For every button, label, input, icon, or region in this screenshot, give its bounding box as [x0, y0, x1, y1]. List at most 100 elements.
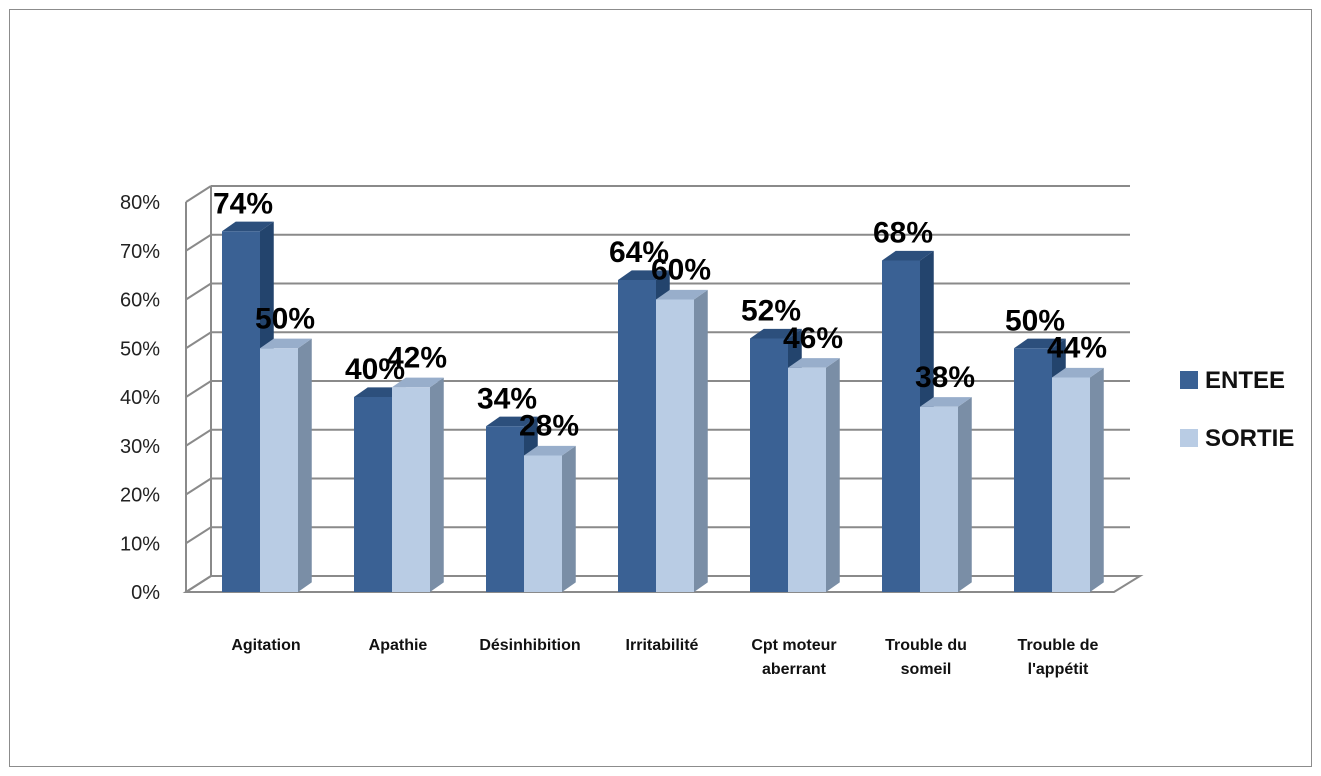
y-tick-label: 60%	[120, 290, 160, 312]
y-tick-label: 70%	[120, 241, 160, 263]
bar-front	[788, 367, 826, 592]
bar-front	[222, 231, 260, 592]
y-tick-label: 0%	[131, 582, 160, 604]
bar-side	[430, 377, 444, 592]
data-label: 44%	[1047, 332, 1107, 365]
data-label: 34%	[477, 382, 537, 415]
bar-side	[298, 338, 312, 592]
y-tick-label: 40%	[120, 387, 160, 409]
bar-front	[618, 280, 656, 592]
category-label: Désinhibition	[479, 637, 580, 654]
gridline-depth	[185, 233, 212, 252]
y-tick-label: 50%	[120, 338, 160, 360]
data-label: 60%	[651, 254, 711, 287]
data-label: 28%	[519, 410, 579, 443]
bar-top	[392, 377, 444, 388]
data-label: 46%	[783, 322, 843, 355]
category-label: Irritabilité	[626, 637, 699, 654]
category-label: Apathie	[369, 637, 428, 654]
gridline-depth	[185, 428, 212, 447]
gridline-depth	[185, 185, 212, 203]
legend-item-sortie: SORTIE	[1180, 425, 1294, 452]
bar-top	[1052, 367, 1104, 378]
bar-front	[1052, 377, 1090, 592]
data-label: 50%	[255, 302, 315, 335]
data-label: 52%	[741, 295, 801, 328]
bar-sortie	[524, 445, 576, 592]
bar-sortie	[788, 358, 840, 592]
category-label-line: Apathie	[369, 637, 428, 654]
bar-side	[826, 358, 840, 592]
bar-front	[392, 387, 430, 592]
data-label: 50%	[1005, 304, 1065, 337]
data-label: 42%	[387, 341, 447, 374]
bar-top	[788, 358, 840, 368]
gridline-depth	[185, 380, 212, 398]
bar-side	[694, 289, 708, 592]
legend: ENTEE SORTIE	[1180, 367, 1294, 452]
bar-top	[618, 270, 670, 280]
legend-item-entee: ENTEE	[1180, 367, 1285, 394]
data-label: 74%	[213, 187, 273, 220]
gridline-depth	[185, 331, 212, 350]
legend-label: SORTIE	[1205, 425, 1294, 452]
category-label-line: aberrant	[762, 661, 827, 678]
y-tick-label: 30%	[120, 436, 160, 458]
legend-label: ENTEE	[1205, 367, 1285, 394]
category-label-line: Trouble de	[1018, 637, 1099, 654]
gridline-depth	[185, 477, 212, 496]
category-label-line: Cpt moteur	[751, 637, 836, 654]
legend-swatch	[1180, 371, 1198, 389]
bar-front	[486, 426, 524, 592]
category-label: Trouble de l'appétit	[1018, 637, 1099, 678]
bar-entee	[222, 221, 274, 592]
bar-sortie	[1052, 367, 1104, 592]
gridline-depth	[185, 526, 212, 545]
y-tick-label: 20%	[120, 485, 160, 507]
bar-front	[920, 406, 958, 592]
category-label-line: l'appétit	[1028, 661, 1089, 678]
chart-frame: 0% 10% 20% 30% 40% 50% 60% 70% 80% 74% 50% 40% 42% 3…	[9, 9, 1312, 767]
y-tick-label: 80%	[120, 192, 160, 214]
data-label: 68%	[873, 217, 933, 250]
category-labels: Agitation Apathie Désinhibition Irritabilit…	[231, 637, 1098, 678]
bar-top	[260, 338, 312, 349]
bar-sortie	[260, 338, 312, 592]
bar-top	[750, 328, 802, 339]
category-label-line: someil	[901, 661, 952, 678]
bar-front	[882, 260, 920, 592]
category-label: Cpt moteur aberrant	[751, 637, 836, 678]
bar-top	[486, 416, 538, 427]
bar-front	[656, 299, 694, 592]
category-label-line: Agitation	[231, 637, 300, 654]
y-tick-label: 10%	[120, 533, 160, 555]
bar-top	[1014, 338, 1066, 349]
bar-front	[750, 338, 788, 592]
bar-top	[920, 397, 972, 407]
category-label-line: Irritabilité	[626, 637, 699, 654]
bar-front	[354, 397, 392, 592]
gridline-depth	[185, 282, 212, 301]
category-label-line: Trouble du	[885, 637, 967, 654]
bar-front	[260, 348, 298, 592]
bar-top	[656, 289, 708, 300]
bar-sortie	[920, 397, 972, 592]
bar-top	[882, 250, 934, 261]
bar-chart: 0%10%20%30%40%50%60%70%80% 74%50%40%42%3…	[120, 185, 1294, 678]
bar-side	[562, 445, 576, 592]
legend-swatch	[1180, 429, 1198, 447]
bars	[222, 221, 1104, 592]
bar-front	[1014, 348, 1052, 592]
bar-top	[524, 445, 576, 456]
bar-sortie	[392, 377, 444, 592]
category-label-line: Désinhibition	[479, 637, 580, 654]
y-axis-ticks: 0% 10% 20% 30% 40% 50% 60% 70% 80%	[120, 192, 160, 604]
data-labels: 74%50%40%42%34%28%64%60%52%46%68%38%50%4…	[213, 187, 1107, 442]
bar-side	[958, 397, 972, 592]
data-label: 64%	[609, 236, 669, 269]
bar-front	[524, 455, 562, 592]
data-label: 40%	[345, 353, 405, 386]
bar-sortie	[656, 289, 708, 592]
category-label: Agitation	[231, 637, 300, 654]
category-label: Trouble du someil	[885, 637, 967, 678]
